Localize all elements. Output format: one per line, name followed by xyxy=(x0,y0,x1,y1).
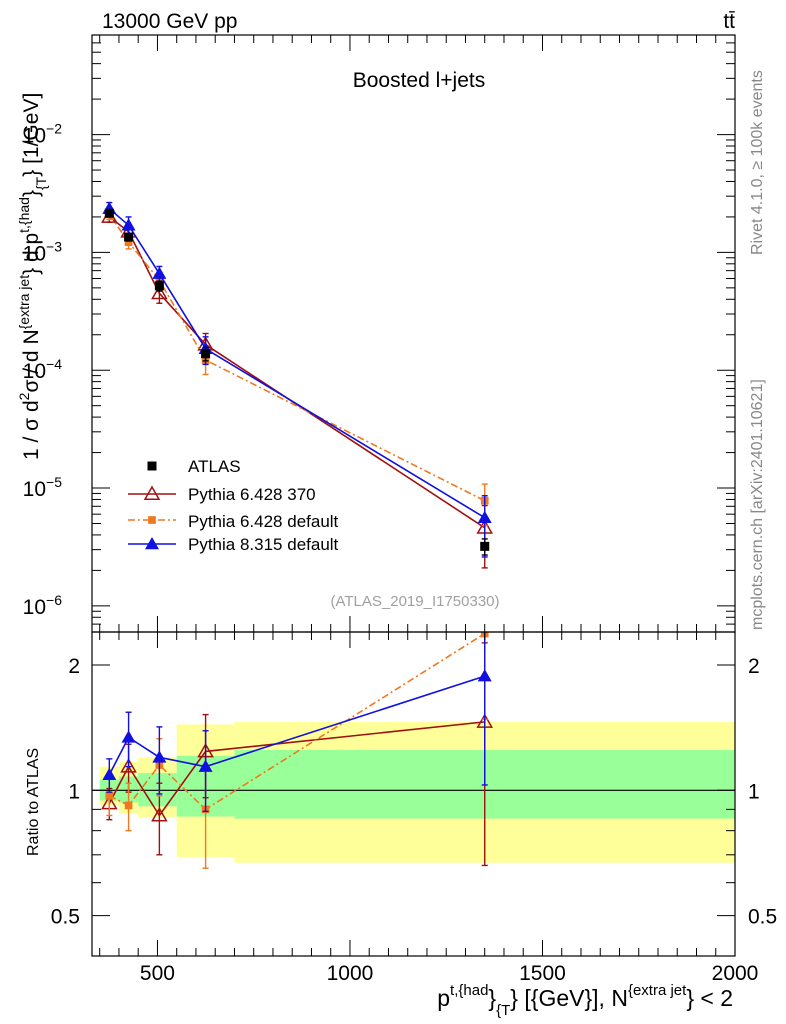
y-axis-title: 1 / σ d2σ / d N{extra jet} d pt,{had}{T}… xyxy=(16,93,49,460)
ratio-axis-title: Ratio to ATLAS xyxy=(25,748,42,856)
series-2-ratio-point xyxy=(198,759,213,772)
analysis-id: (ATLAS_2019_I1750330) xyxy=(330,593,499,610)
atlas-point xyxy=(124,232,134,242)
chart-title: Boosted l+jets xyxy=(353,69,486,92)
atlas-point xyxy=(104,208,114,218)
main-y-tick-labels: 10−2 10−3 10−4 10−5 10−6 xyxy=(23,121,63,619)
legend-marker-series-1 xyxy=(148,516,156,524)
series-1-ratio-point xyxy=(124,801,133,810)
series-1-line xyxy=(108,213,486,502)
y-tick-label: 10−5 xyxy=(23,474,63,501)
legend-label-pythia8-default: Pythia 8.315 default xyxy=(188,535,339,554)
series-1-point xyxy=(124,238,133,247)
ratio-tick-label-right: 2 xyxy=(748,655,760,678)
legend: ATLAS Pythia 6.428 370 Pythia 6.428 defa… xyxy=(128,457,339,554)
main-panel-content xyxy=(101,201,494,569)
x-tick-label: 1000 xyxy=(327,962,374,985)
ratio-tick-label-right: 0.5 xyxy=(748,906,777,929)
legend-marker-atlas xyxy=(147,461,157,471)
series-1-ratio-line xyxy=(108,632,486,811)
ratio-tick-label: 2 xyxy=(68,655,80,678)
series-2-point xyxy=(121,218,136,231)
ratio-panel-frame xyxy=(91,631,736,957)
rivet-version-label: Rivet 4.1.0, ≥ 100k events xyxy=(749,70,766,255)
series-2-ratio-point xyxy=(121,730,136,743)
atlas-point xyxy=(480,541,490,551)
series-2-ratio-point xyxy=(477,669,492,682)
legend-marker-series-2 xyxy=(145,537,159,550)
ratio-tick-label-right: 1 xyxy=(748,780,760,803)
x-tick-label: 500 xyxy=(140,962,175,985)
series-0-point xyxy=(151,284,168,300)
series-0-line xyxy=(108,216,486,529)
atlas-point xyxy=(201,349,211,359)
x-tick-label: 2000 xyxy=(712,962,759,985)
legend-marker-series-0 xyxy=(143,485,161,500)
legend-label-pythia6-default: Pythia 6.428 default xyxy=(188,512,339,531)
legend-label-atlas: ATLAS xyxy=(188,457,241,476)
energy-label: 13000 GeV pp xyxy=(102,10,237,33)
source-label: mcplots.cern.ch [arXiv:2401.10621] xyxy=(749,379,766,630)
series-0-ratio-point xyxy=(120,758,137,773)
atlas-point xyxy=(154,281,164,291)
x-tick-label: 1500 xyxy=(519,962,566,985)
axis-ticks xyxy=(92,34,736,957)
legend-label-pythia6-370: Pythia 6.428 370 xyxy=(188,485,316,504)
ratio-tick-label: 1 xyxy=(68,780,80,803)
series-2-point xyxy=(477,510,492,523)
series-2-point xyxy=(152,266,167,279)
y-tick-label: 10−4 xyxy=(23,356,63,383)
y-tick-label: 10−3 xyxy=(23,238,63,265)
series-2-ratio-point xyxy=(152,750,167,763)
x-tick-labels: 500 1000 1500 2000 xyxy=(140,962,758,985)
series-2-line xyxy=(108,208,486,519)
y-tick-label: 10−2 xyxy=(23,121,63,148)
ratio-panel-content xyxy=(92,632,735,869)
x-axis-title: pt,{had}{T} [{GeV}], N{extra jet} < 2 xyxy=(437,982,733,1019)
ratio-tick-label: 0.5 xyxy=(51,906,80,929)
process-label: tt̄ xyxy=(723,10,735,33)
y-tick-label: 10−6 xyxy=(23,592,63,619)
series-1-ratio-point xyxy=(105,791,114,800)
ratio-y-tick-labels: 2 1 0.5 2 1 0.5 xyxy=(51,655,777,929)
series-0-ratio-point xyxy=(151,806,168,822)
series-2-ratio-point xyxy=(102,767,117,780)
